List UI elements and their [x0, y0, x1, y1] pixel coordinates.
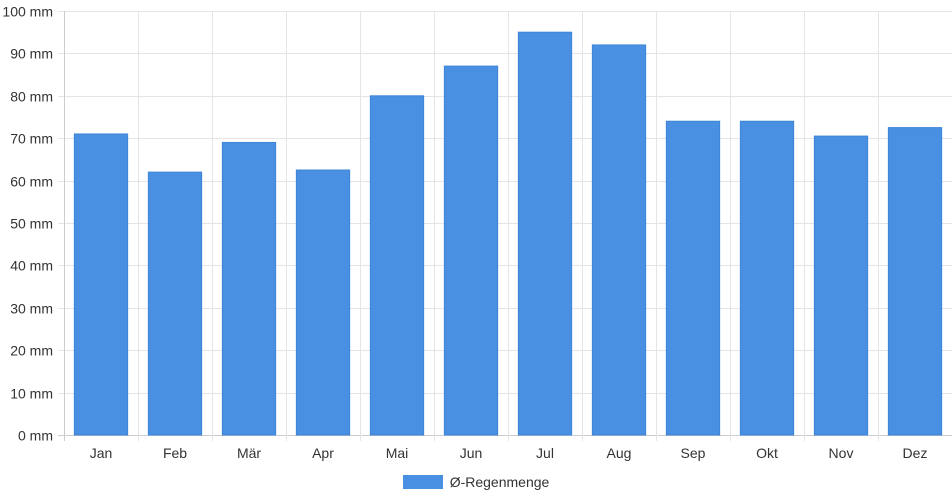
- bar: [369, 95, 425, 436]
- bar: [147, 171, 203, 436]
- x-tick-label: Feb: [163, 445, 187, 461]
- y-tick-label: 90 mm: [10, 46, 53, 62]
- x-tick-label: Sep: [681, 445, 706, 461]
- bar: [739, 120, 795, 436]
- x-tick-label: Okt: [756, 445, 778, 461]
- y-tick-label: 100 mm: [2, 4, 53, 20]
- bar: [443, 65, 499, 436]
- bar: [221, 141, 277, 436]
- legend-label: Ø-Regenmenge: [449, 474, 550, 490]
- y-tick-label: 20 mm: [10, 343, 53, 359]
- y-tick-label: 60 mm: [10, 174, 53, 190]
- bars: [73, 31, 943, 436]
- y-tick-label: 30 mm: [10, 301, 53, 317]
- x-tick-label: Jan: [90, 445, 113, 461]
- y-tick-label: 0 mm: [18, 428, 53, 444]
- x-axis-labels: Jan Feb Mär Apr Mai Jun Jul Aug Sep Okt Nov Dez: [90, 445, 928, 461]
- bar: [887, 127, 943, 436]
- grid: [58, 11, 952, 441]
- x-tick-label: Apr: [312, 445, 334, 461]
- x-tick-label: Jul: [536, 445, 554, 461]
- x-tick-label: Mär: [237, 445, 261, 461]
- bar: [517, 31, 573, 436]
- bar: [73, 133, 129, 436]
- legend-swatch: [402, 475, 443, 489]
- y-axis-labels: 0 mm 10 mm 20 mm 30 mm 40 mm 50 mm 60 mm 70 mm 8…: [2, 4, 53, 444]
- bar: [813, 135, 869, 436]
- y-tick-label: 50 mm: [10, 216, 53, 232]
- legend-item[interactable]: Ø-Regenmenge: [402, 474, 550, 490]
- x-tick-label: Mai: [386, 445, 409, 461]
- y-tick-label: 40 mm: [10, 258, 53, 274]
- y-tick-label: 80 mm: [10, 89, 53, 105]
- x-tick-label: Dez: [903, 445, 928, 461]
- x-tick-label: Nov: [829, 445, 854, 461]
- legend: Ø-Regenmenge: [0, 470, 952, 494]
- y-tick-label: 70 mm: [10, 131, 53, 147]
- y-tick-label: 10 mm: [10, 386, 53, 402]
- x-tick-label: Aug: [607, 445, 632, 461]
- bar: [295, 169, 351, 436]
- x-tick-label: Jun: [460, 445, 483, 461]
- rainfall-bar-chart: 0 mm 10 mm 20 mm 30 mm 40 mm 50 mm 60 mm 70 mm 8…: [2, 4, 952, 461]
- bar: [591, 44, 647, 436]
- bar: [665, 120, 721, 436]
